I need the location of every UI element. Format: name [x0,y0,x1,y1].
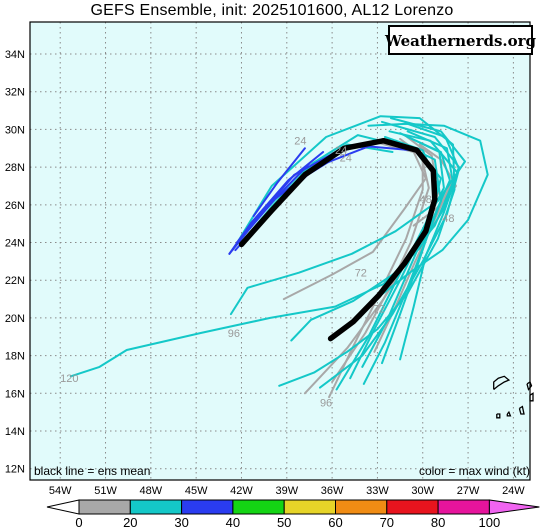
lon-label: 33W [366,485,389,497]
colorbar-tick-label: 0 [75,515,82,530]
forecast-hour-label: 48 [442,213,454,225]
ocean-background [30,22,530,480]
watermark-box: Weathernerds.org [384,25,537,55]
ensemble-track [69,120,460,378]
colorbar-segment [335,499,388,515]
lon-label: 45W [185,485,208,497]
island-outline [518,405,525,415]
ensemble-track [235,147,344,244]
colorbar-segment [437,499,490,515]
forecast-hour-label: 120 [60,373,78,385]
colorbar-segment [129,499,183,515]
colorbar-segment [283,499,337,515]
forecast-hour-label: 96 [320,397,332,409]
island-outline [526,381,533,391]
lat-label: 24N [5,238,25,250]
lat-label: 32N [5,87,25,99]
colorbar-tick-label: 80 [431,515,445,530]
forecast-hour-label: 24 [340,152,352,164]
map-frame [29,21,531,481]
latitude-labels: 34N 32N 30N 28N 26N 24N 22N 20N 18N 16N 14N 12N [5,49,25,476]
lat-label: 20N [5,313,25,325]
island-outline [506,410,512,417]
colorbar-tick-label: 60 [328,515,342,530]
lat-label: 26N [5,200,25,212]
colorbar-segment [181,499,234,515]
lat-label: 30N [5,124,25,136]
map-footer: black line = ens mean color = max wind (… [34,464,530,478]
ensemble-track [362,139,442,385]
lat-label: 22N [5,275,25,287]
ensemble-track [352,122,489,323]
forecast-hour-label: 72 [373,303,385,315]
map-title: GEFS Ensemble, init: 2025101600, AL12 Lo… [90,2,454,19]
ensemble-mean-track [238,137,438,342]
forecast-hour-label: 72 [355,267,367,279]
colorbar-tick-label: 20 [123,515,137,530]
colorbar-segment [386,499,439,515]
lat-label: 18N [5,351,25,363]
ocean-fill [30,22,530,480]
lon-label: 54W [49,485,72,497]
ensemble-track [237,115,456,387]
colorbar-tick-label: 100 [479,515,501,530]
lon-label: 27W [457,485,480,497]
lon-label: 39W [275,485,298,497]
footer-left-label: black line = ens mean [34,464,150,478]
watermark-text: Weathernerds.org [384,32,537,50]
forecast-hour-label: 96 [228,328,240,340]
cape-verde-islands [493,375,534,419]
colorbar-right-arrow [488,499,540,515]
colorbar-tick-label: 30 [174,515,188,530]
lat-label: 14N [5,426,25,438]
footer-right-label: color = max wind (kt) [419,464,530,478]
colorbar-tick-label: 40 [226,515,240,530]
colorbar-left-arrow [46,499,80,515]
forecast-hour-label: 24 [335,145,347,157]
island-outline [493,375,511,391]
colorbar: 0 20 30 40 50 60 70 80 100 [46,499,540,530]
island-outline [496,413,501,419]
lon-label: 51W [94,485,117,497]
lon-label: 36W [321,485,344,497]
colorbar-tick-label: 70 [380,515,394,530]
lat-label: 28N [5,162,25,174]
forecast-hour-label: 24 [294,136,306,148]
lon-label: 24W [502,485,525,497]
lon-label: 42W [230,485,253,497]
lon-label: 30W [411,485,434,497]
mean-track-line [238,137,438,342]
colorbar-tick-label: 50 [277,515,291,530]
colorbar-segment [232,499,285,515]
longitude-labels: 54W 51W 48W 45W 42W 39W 36W 33W 30W 27W 24W [49,485,525,497]
ensemble-track [252,147,306,218]
colorbar-segment [78,499,131,515]
lat-label: 16N [5,388,25,400]
forecast-hour-label: 48 [420,194,432,206]
lon-label: 48W [140,485,163,497]
lat-label: 34N [5,49,25,61]
lat-label: 12N [5,464,25,476]
